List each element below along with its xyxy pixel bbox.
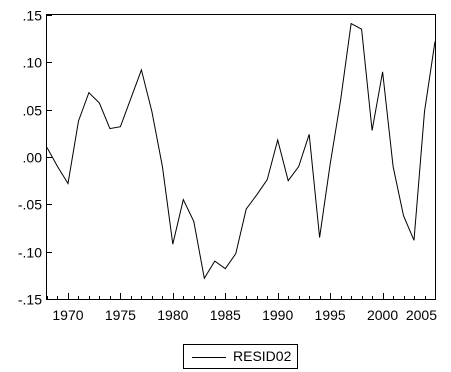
x-tick-label: 1975 xyxy=(105,307,136,323)
y-tick-label: -.10 xyxy=(18,245,42,261)
y-tick-label: .00 xyxy=(23,150,43,166)
y-axis: -.15 -.10 -.05 .00 .05 .10 .15 xyxy=(18,8,52,308)
x-tick-label: 1985 xyxy=(210,307,241,323)
y-tick-label: .05 xyxy=(23,103,43,119)
x-tick-label: 1980 xyxy=(157,307,188,323)
x-tick-label: 1990 xyxy=(262,307,293,323)
legend: RESID02 xyxy=(183,344,298,369)
x-axis: 1970 1975 1980 1985 1990 1995 2000 2005 xyxy=(47,293,437,323)
y-tick-label: .15 xyxy=(23,8,43,24)
series-line-resid02 xyxy=(46,22,436,280)
legend-line-swatch xyxy=(192,357,226,358)
series-layer xyxy=(46,22,436,280)
plot-frame xyxy=(46,14,436,300)
y-tick-label: -.05 xyxy=(18,197,42,213)
x-tick-label: 2000 xyxy=(367,307,398,323)
y-tick-label: -.15 xyxy=(18,292,42,308)
x-tick-label: 2005 xyxy=(406,307,437,323)
x-tick-label: 1970 xyxy=(52,307,83,323)
chart: -.15 -.10 -.05 .00 .05 .10 .15 1970 1975 1980 198… xyxy=(18,8,437,324)
x-tick-label: 1995 xyxy=(315,307,346,323)
y-tick-label: .10 xyxy=(23,55,43,71)
legend-label: RESID02 xyxy=(233,348,292,364)
